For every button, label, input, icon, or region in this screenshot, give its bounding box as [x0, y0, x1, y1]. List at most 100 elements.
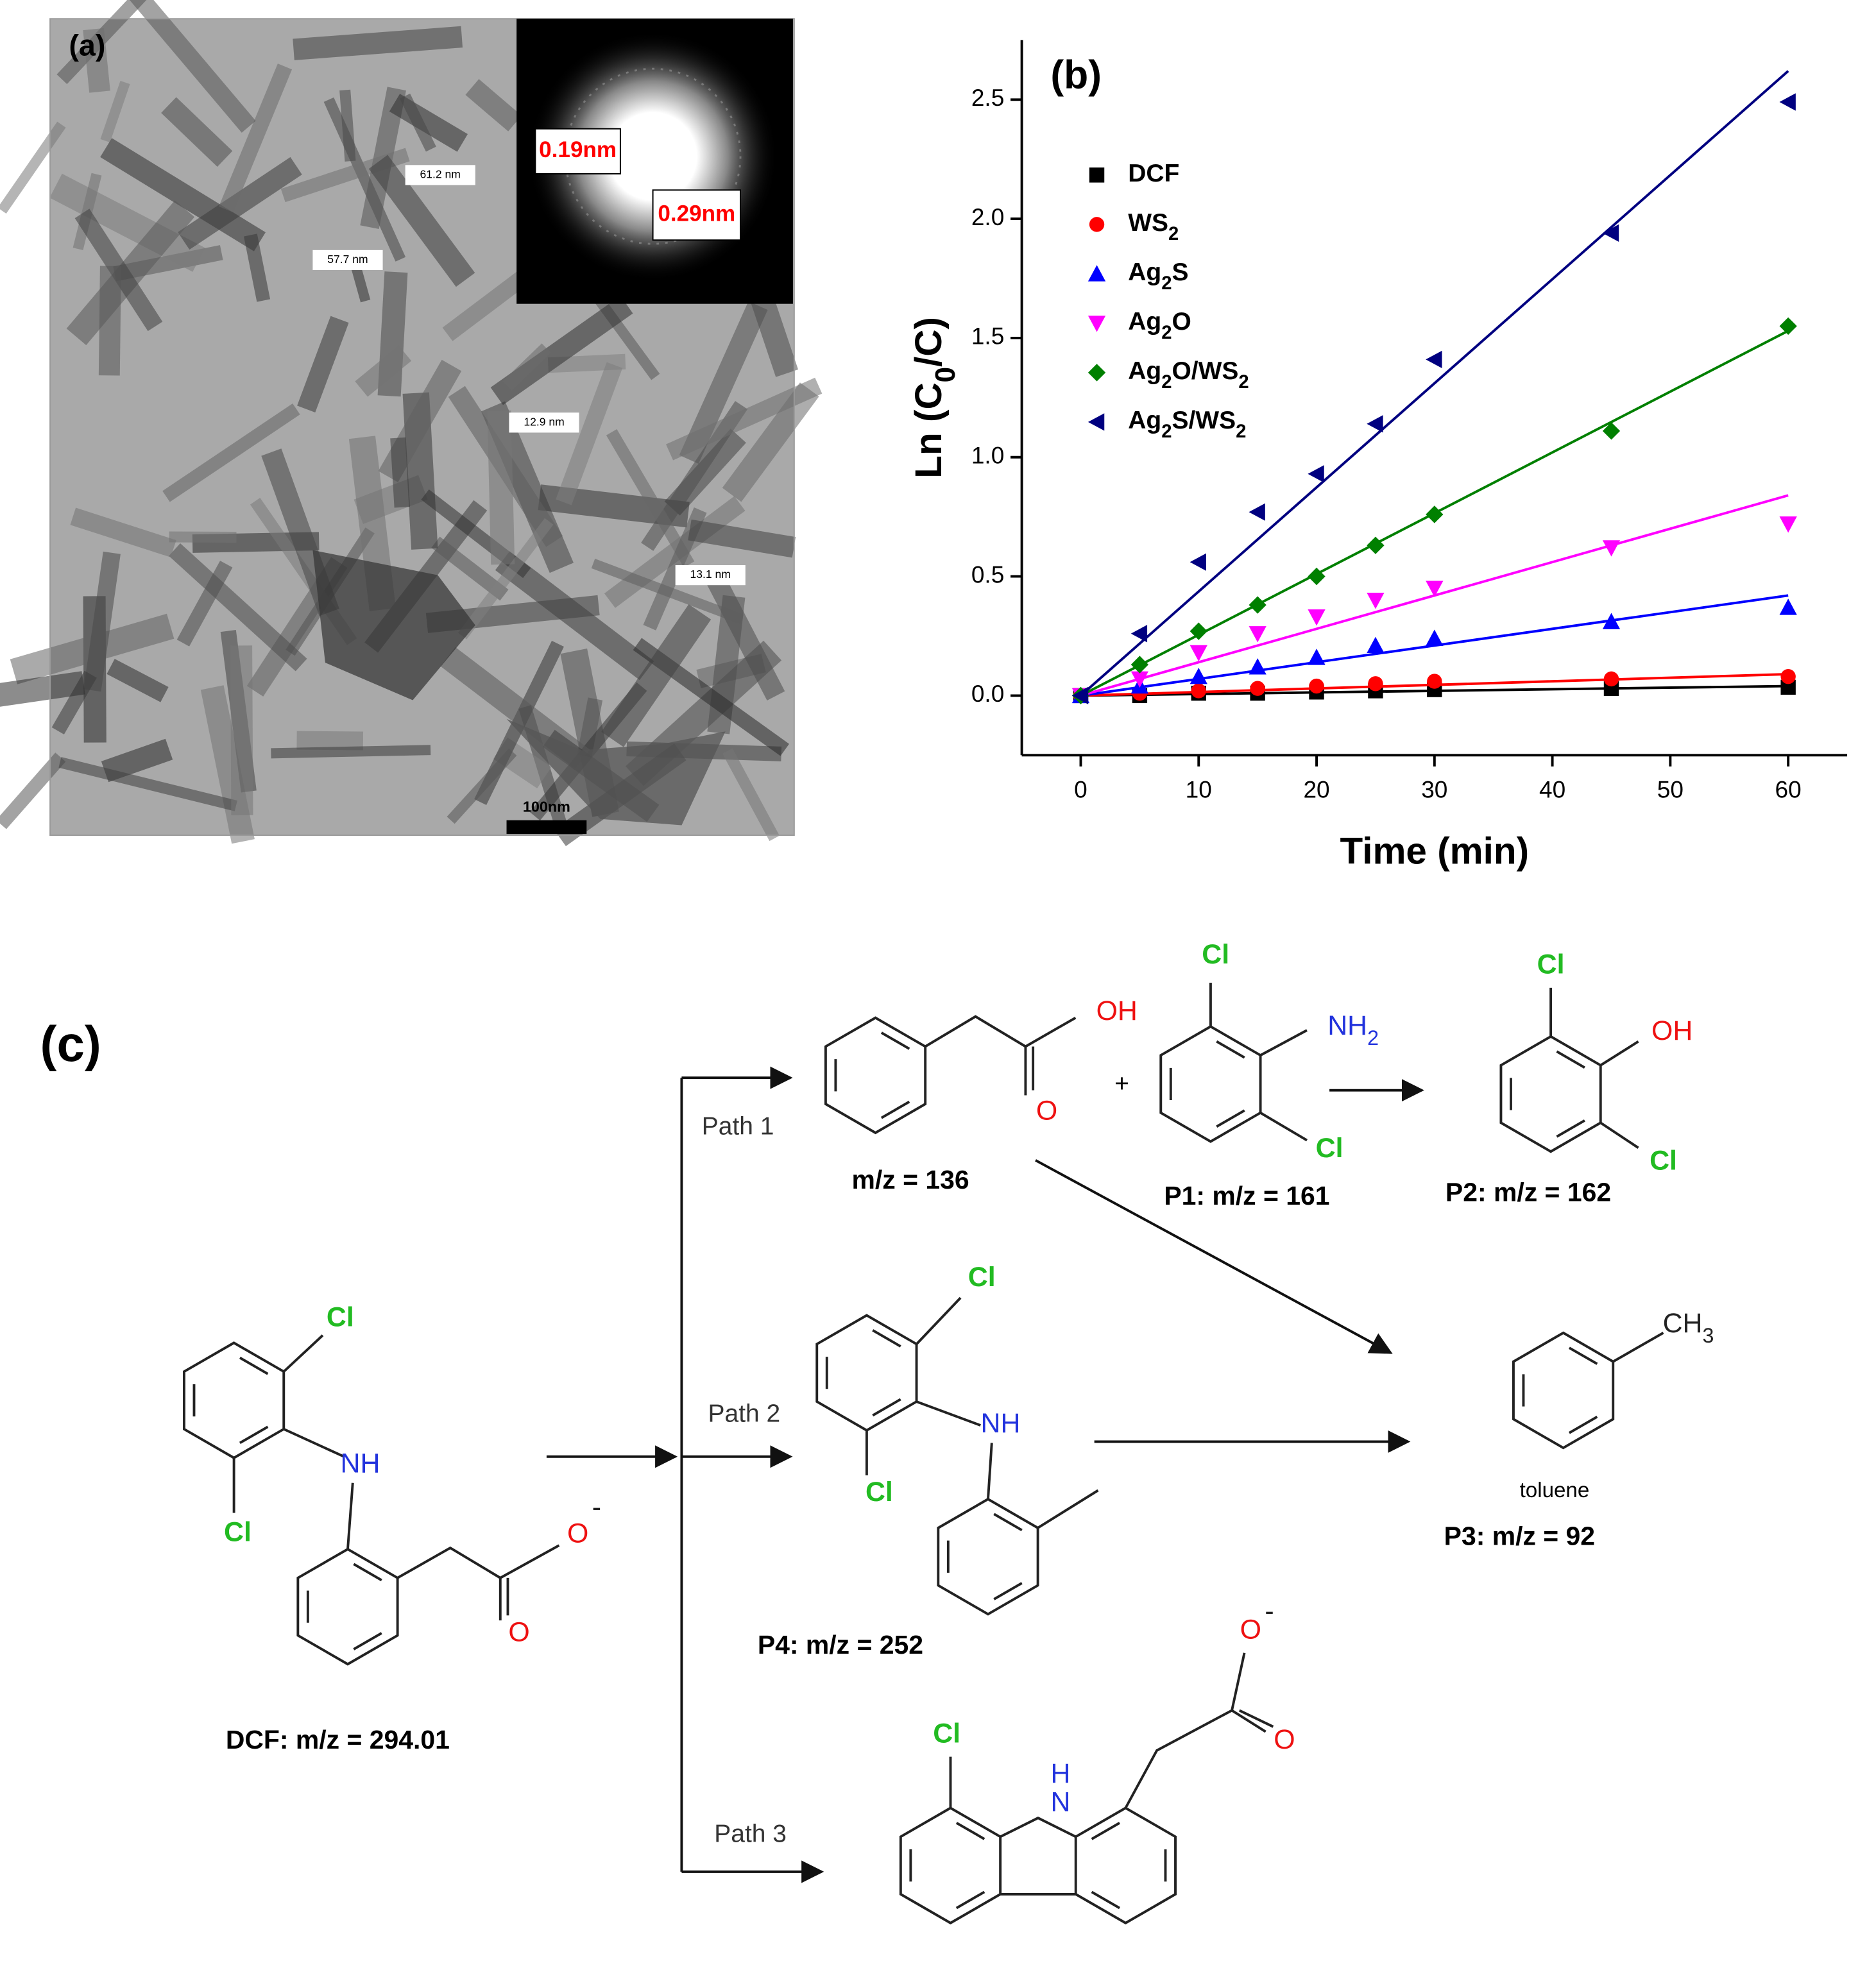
measure-box — [509, 412, 579, 433]
atom-label: O — [508, 1617, 529, 1648]
bond — [1037, 1489, 1099, 1529]
tem-rod — [98, 266, 121, 376]
bond — [916, 1400, 981, 1427]
tem-rod — [169, 543, 307, 672]
data-point — [1249, 658, 1266, 675]
data-point — [1426, 581, 1444, 597]
fit-line — [1080, 70, 1789, 697]
data-point — [1130, 671, 1149, 688]
bond — [1259, 1112, 1308, 1142]
double-bond — [1556, 1050, 1585, 1069]
x-tick-label: 20 — [1303, 776, 1329, 803]
tem-rod — [83, 28, 110, 93]
tem-rod — [538, 484, 690, 528]
atom-label: Cl — [1537, 949, 1565, 980]
tem-rod — [447, 748, 517, 824]
y-axis-label: Ln (C0/C) — [908, 317, 962, 479]
bond — [283, 1428, 345, 1458]
tem-rod — [0, 752, 66, 829]
double-bond — [1556, 1119, 1585, 1138]
tem-rod — [51, 670, 97, 734]
bond — [1612, 1332, 1664, 1363]
data-point — [1190, 645, 1207, 662]
data-point — [1780, 668, 1796, 684]
bond — [925, 1015, 1077, 1048]
double-bond — [1091, 1822, 1121, 1840]
atom-label: N — [1051, 1787, 1071, 1818]
double-bond — [955, 1822, 985, 1840]
bond — [1599, 1121, 1639, 1149]
legend-label: Ag2O/WS2 — [1128, 357, 1249, 392]
data-point — [1602, 613, 1621, 629]
tem-rod — [293, 26, 463, 60]
caption: P4: m/z = 252 — [758, 1630, 923, 1659]
bond — [1259, 1029, 1308, 1056]
panel-label: (a) — [69, 28, 105, 62]
tem-rod — [431, 536, 509, 601]
tem-rod — [230, 645, 253, 815]
measure-box — [405, 165, 475, 185]
tem-rod — [169, 531, 237, 543]
atom-label: Cl — [327, 1302, 354, 1333]
tem-rod — [280, 148, 410, 203]
tem-rod — [606, 428, 695, 568]
data-point — [1426, 350, 1442, 369]
x-axis-label: Time (min) — [1340, 831, 1530, 872]
bond — [1238, 1709, 1274, 1728]
path-label: Path 1 — [702, 1112, 774, 1140]
x-tick-label: 0 — [1074, 776, 1087, 803]
atom-label: OH — [1651, 1015, 1693, 1046]
y-tick-label: 1.0 — [971, 442, 1004, 469]
atom-label: Cl — [1316, 1133, 1343, 1164]
double-bond — [993, 1513, 1023, 1532]
data-point — [1308, 465, 1324, 483]
data-point — [1309, 678, 1324, 694]
measure-box — [312, 250, 383, 271]
legend-marker — [1087, 413, 1105, 431]
measure-box — [675, 565, 746, 586]
data-point — [1191, 683, 1206, 699]
measure-label: 13.1 nm — [690, 568, 731, 581]
legend-label: WS2 — [1128, 209, 1179, 244]
tem-rod — [122, 0, 256, 133]
tem-rod — [688, 519, 796, 558]
y-tick-label: 1.5 — [971, 323, 1004, 350]
legend-marker — [1089, 167, 1105, 183]
bond — [1124, 1652, 1246, 1809]
atom-label: - — [592, 1492, 601, 1523]
atom-label: Cl — [866, 1477, 893, 1508]
panel-label: (c) — [40, 1015, 101, 1072]
data-point — [1367, 593, 1385, 609]
data-point — [1308, 609, 1326, 626]
measure-label: 61.2 nm — [420, 168, 461, 181]
tem-rod — [666, 377, 823, 461]
caption: P3: m/z = 92 — [1444, 1521, 1595, 1550]
panel-label: (b) — [1050, 53, 1102, 97]
tem-rod — [70, 507, 176, 557]
double-bond — [993, 1582, 1023, 1600]
tem-flake — [506, 718, 726, 826]
tem-flake — [312, 550, 475, 700]
measure-label: 12.9 nm — [524, 415, 564, 428]
atom-label: OH — [1096, 996, 1138, 1026]
atom-label: O — [1036, 1096, 1057, 1126]
caption: toluene — [1520, 1479, 1590, 1502]
tem-rod — [400, 93, 436, 152]
data-point — [1779, 598, 1797, 615]
data-point — [1190, 668, 1207, 684]
tem-rod — [465, 79, 522, 131]
data-point — [1308, 649, 1326, 665]
data-point — [1249, 626, 1266, 643]
tem-rod — [162, 403, 300, 502]
double-bond — [872, 1398, 901, 1417]
double-bond — [880, 1031, 910, 1050]
legend-label: Ag2O — [1128, 308, 1191, 343]
bond — [346, 1482, 354, 1550]
legend-marker — [1087, 316, 1106, 332]
tem-rod — [339, 89, 356, 162]
tem-rod — [722, 748, 780, 842]
data-point — [1250, 681, 1265, 696]
tem-rod — [178, 157, 302, 250]
legend-marker — [1087, 265, 1106, 282]
atom-label: - — [1265, 1596, 1274, 1627]
